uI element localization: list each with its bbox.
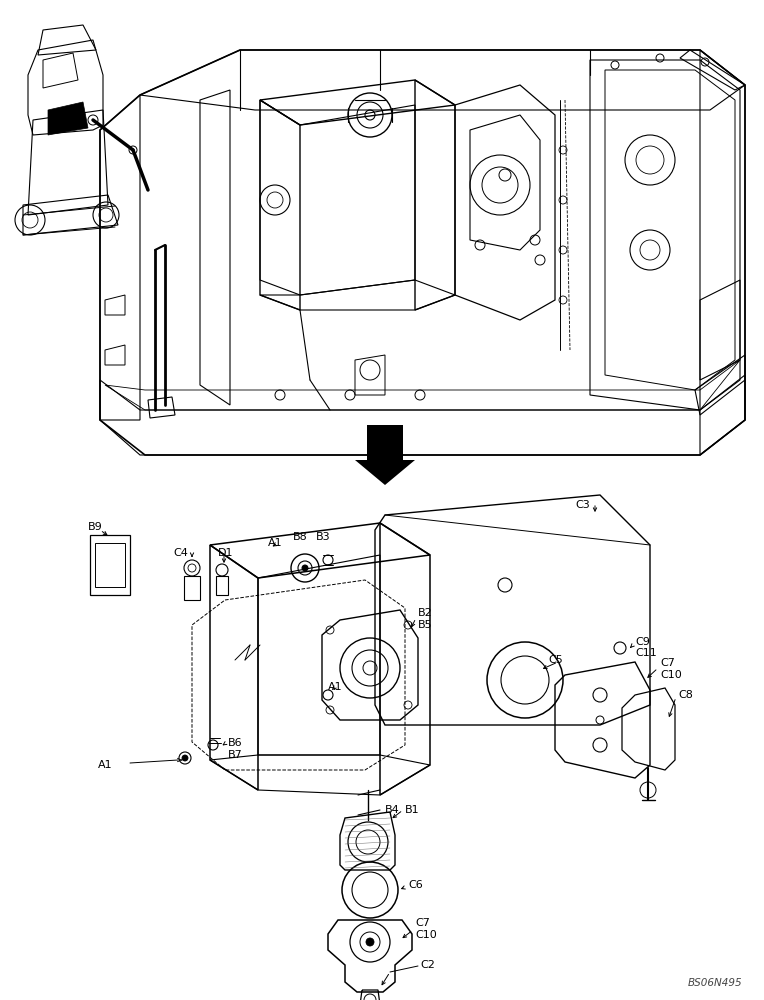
Text: C6: C6 xyxy=(408,880,422,890)
Text: A1: A1 xyxy=(268,538,283,548)
Text: C4: C4 xyxy=(173,548,188,558)
Text: C8: C8 xyxy=(678,690,693,700)
Text: A1: A1 xyxy=(328,682,342,692)
Circle shape xyxy=(182,755,188,761)
Text: C2: C2 xyxy=(420,960,435,970)
Text: C7: C7 xyxy=(660,658,675,668)
Text: C10: C10 xyxy=(415,930,437,940)
Text: B6: B6 xyxy=(228,738,243,748)
Text: B8: B8 xyxy=(293,532,308,542)
Text: B3: B3 xyxy=(316,532,331,542)
Text: C10: C10 xyxy=(660,670,681,680)
Circle shape xyxy=(366,938,374,946)
Text: C7: C7 xyxy=(415,918,430,928)
Text: B9: B9 xyxy=(88,522,102,532)
Text: B7: B7 xyxy=(228,750,243,760)
Polygon shape xyxy=(355,425,415,485)
Text: C3: C3 xyxy=(575,500,590,510)
Circle shape xyxy=(302,565,308,571)
Text: BS06N495: BS06N495 xyxy=(688,978,743,988)
Text: A1: A1 xyxy=(98,760,112,770)
Text: C5: C5 xyxy=(548,655,563,665)
Text: C9: C9 xyxy=(635,637,650,647)
Text: C11: C11 xyxy=(635,648,657,658)
Text: B2: B2 xyxy=(418,608,432,618)
Text: B4: B4 xyxy=(385,805,400,815)
Text: D1: D1 xyxy=(218,548,234,558)
Polygon shape xyxy=(48,102,88,135)
Text: B1: B1 xyxy=(405,805,419,815)
Text: B5: B5 xyxy=(418,620,432,630)
